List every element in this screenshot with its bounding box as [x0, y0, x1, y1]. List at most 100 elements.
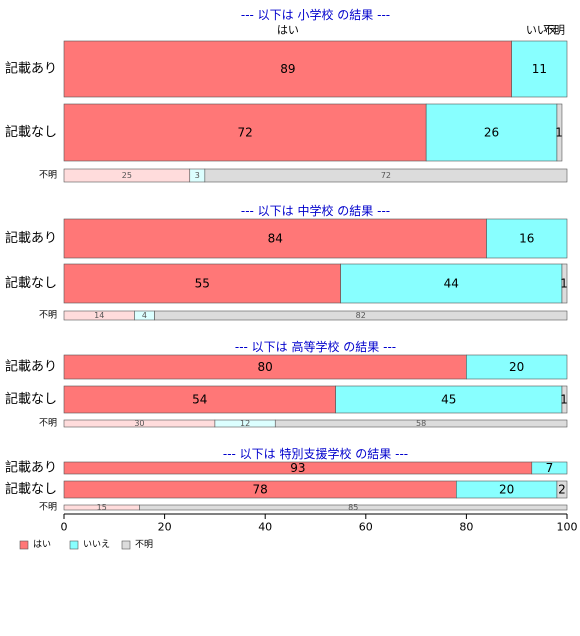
- bar-segment-yes: [63, 354, 467, 380]
- data-label: 4: [142, 311, 147, 320]
- data-label: 93: [290, 461, 305, 475]
- bar-row: 不明 15 85: [39, 502, 568, 513]
- bar-segment-no: [511, 40, 568, 98]
- bar-segment-yes: [63, 385, 336, 414]
- row-label: 不明: [39, 502, 57, 513]
- data-label: 82: [356, 311, 366, 320]
- bar-segment-no: [340, 263, 563, 304]
- group-4: --- 以下は 特別支援学校 の結果 --- 記載あり 93 7 記載なし 78 20 2 不明…: [5, 446, 568, 513]
- row-label: 不明: [39, 170, 57, 181]
- data-label: 54: [192, 393, 207, 407]
- data-label: 11: [532, 62, 547, 76]
- bar-segment-no: [486, 218, 568, 259]
- data-label: 44: [444, 277, 459, 291]
- row-label: 記載あり: [5, 359, 57, 375]
- header-label-yes: はい: [277, 24, 299, 37]
- x-tick-label: 80: [459, 521, 473, 534]
- x-tick-label: 60: [359, 521, 373, 534]
- data-label: 89: [280, 62, 295, 76]
- group-3: --- 以下は 高等学校 の結果 --- 記載あり 80 20 記載なし 54 45 1 不明 3…: [5, 339, 568, 429]
- data-label: 26: [484, 126, 499, 140]
- data-label: 72: [237, 126, 252, 140]
- bar-segment-no: [531, 461, 568, 475]
- row-label: 不明: [39, 418, 57, 429]
- bar-row: 記載あり 89 11: [5, 40, 568, 98]
- group-2: --- 以下は 中学校 の結果 --- 記載あり 84 16 記載なし 55 44 1 不明 14…: [5, 203, 568, 321]
- bar-row: 記載あり 93 7: [5, 460, 568, 476]
- bar-segment-yes: [63, 218, 487, 259]
- data-label: 20: [499, 483, 514, 497]
- bar-row: 記載なし 54 45 1: [5, 385, 568, 414]
- data-label: 1: [555, 126, 563, 140]
- data-label: 15: [97, 503, 107, 512]
- row-label: 記載あり: [5, 460, 57, 476]
- data-label: 25: [122, 171, 132, 180]
- data-label: 84: [268, 232, 283, 246]
- row-label: 記載なし: [5, 481, 57, 497]
- data-label: 1: [560, 393, 568, 407]
- data-label: 30: [134, 419, 144, 428]
- x-tick-label: 40: [258, 521, 272, 534]
- data-label: 78: [253, 483, 268, 497]
- bar-row: 記載あり 80 20: [5, 354, 568, 380]
- data-label: 45: [441, 393, 456, 407]
- data-label: 14: [94, 311, 104, 320]
- row-label: 不明: [39, 310, 57, 321]
- bar-segment-unknown: [556, 480, 568, 499]
- x-tick-label: 100: [557, 521, 578, 534]
- header-label-unknown: 不明: [543, 24, 565, 37]
- x-tick-label: 20: [158, 521, 172, 534]
- bar-segment-no: [425, 103, 558, 162]
- data-label: 85: [348, 503, 358, 512]
- data-label: 58: [416, 419, 426, 428]
- bar-segment-yes: [63, 263, 341, 304]
- bar-segment-unknown: [274, 419, 568, 428]
- bar-row: 不明 14 4 82: [39, 310, 568, 321]
- data-label: 12: [240, 419, 250, 428]
- data-label: 16: [519, 232, 534, 246]
- group-1: --- 以下は 小学校 の結果 --- 記載あり 89 11 記載なし 72 26 1 不明 25…: [5, 7, 568, 183]
- group-title: --- 以下は 小学校 の結果 ---: [241, 7, 390, 22]
- bar-row: 記載あり 84 16: [5, 218, 568, 259]
- bar-row: 不明 30 12 58: [39, 418, 568, 429]
- group-title: --- 以下は 特別支援学校 の結果 ---: [223, 446, 408, 461]
- row-label: 記載あり: [5, 230, 57, 246]
- legend-label-no: いいえ: [83, 539, 110, 550]
- data-label: 1: [560, 277, 568, 291]
- bar-segment-unknown: [154, 310, 568, 321]
- group-title: --- 以下は 高等学校 の結果 ---: [235, 339, 396, 354]
- row-label: 記載なし: [5, 124, 57, 140]
- legend-swatch-unknown: [121, 540, 131, 550]
- bar-row: 不明 25 3 72: [39, 168, 568, 183]
- data-label: 55: [195, 277, 210, 291]
- bar-segment-unknown: [139, 504, 568, 511]
- bar-segment-unknown: [204, 168, 568, 183]
- bar-segment-unknown: [561, 385, 568, 414]
- data-label: 72: [381, 171, 391, 180]
- bar-segment-yes: [63, 40, 512, 98]
- bar-row: 記載なし 78 20 2: [5, 480, 568, 499]
- legend-swatch-no: [69, 540, 79, 550]
- bar-segment-unknown: [556, 103, 563, 162]
- bar-segment-unknown: [561, 263, 568, 304]
- bar-row: 記載なし 55 44 1: [5, 263, 568, 304]
- legend-swatch-yes: [19, 540, 29, 550]
- row-label: 記載なし: [5, 391, 57, 407]
- group-title: --- 以下は 中学校 の結果 ---: [241, 203, 390, 218]
- x-tick-label: 0: [61, 521, 68, 534]
- bar-segment-yes: [63, 103, 427, 162]
- header-label-no: いいえ: [526, 24, 559, 37]
- bar-segment-no: [466, 354, 568, 380]
- legend-label-yes: はい: [33, 539, 51, 550]
- x-axis: 0 20 40 60 80 100: [61, 513, 578, 534]
- row-label: 記載なし: [5, 275, 57, 291]
- data-label: 7: [546, 461, 554, 475]
- legend-label-unknown: 不明: [135, 539, 153, 550]
- data-label: 20: [509, 360, 524, 374]
- data-label: 2: [558, 483, 566, 497]
- legend: はい いいえ 不明: [19, 539, 153, 550]
- data-label: 80: [258, 360, 273, 374]
- bar-row: 記載なし 72 26 1: [5, 103, 563, 162]
